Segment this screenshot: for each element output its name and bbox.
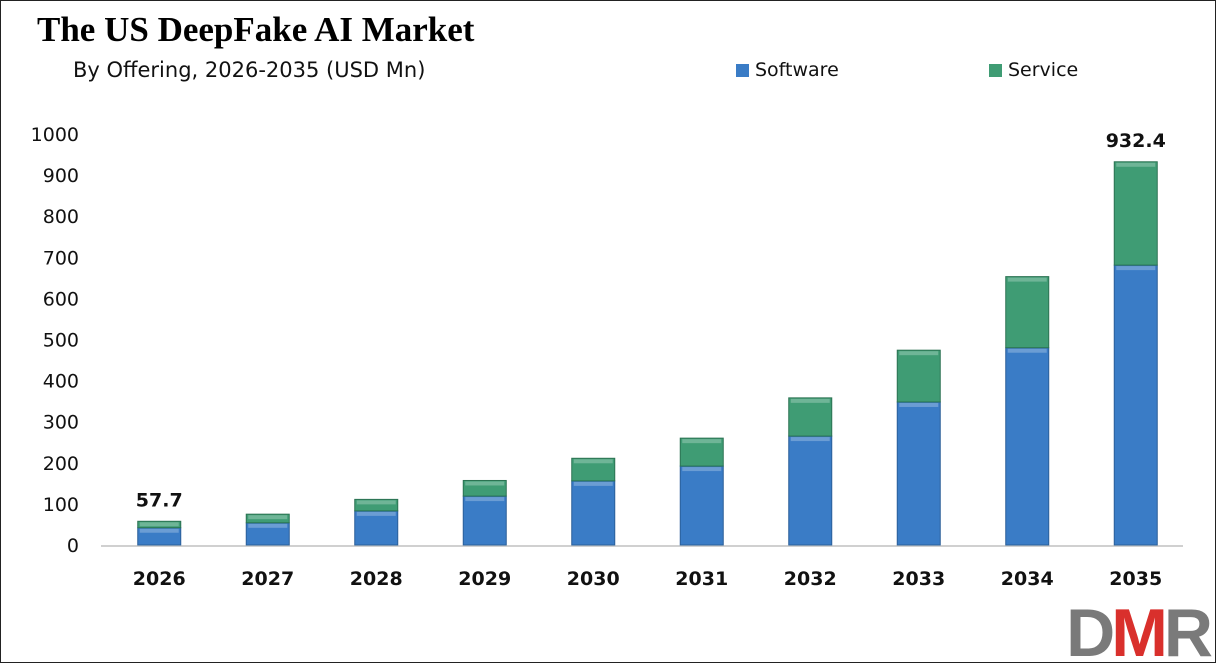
legend-service: Service [989,58,1078,82]
data-label: 57.7 [136,489,183,511]
bar-bevel-highlight [790,398,830,403]
bar-bevel-highlight [1116,162,1156,167]
bar-bevel-highlight [465,497,505,502]
bar-bevel-highlight [465,481,505,486]
bar-service-2030 [571,457,616,482]
bar-service-2028 [354,498,399,512]
bar-service-2035 [1113,161,1158,266]
x-tick-label: 2030 [567,568,620,590]
bar-bevel-highlight [899,351,939,356]
x-tick-label: 2027 [241,568,294,590]
bar-bevel-highlight [1116,266,1156,271]
legend-swatch-software [736,63,749,77]
bar-software-2035 [1113,264,1158,546]
y-tick-label: 900 [43,165,79,187]
bar-bevel-highlight [356,500,396,505]
bar-bevel-highlight [1007,277,1047,282]
bar-software-2032 [788,435,833,546]
legend-software: Software [736,58,839,82]
bar-bevel-highlight [139,522,179,527]
bar-software-2031 [679,465,724,546]
y-tick-label: 400 [43,371,79,393]
x-tick-label: 2032 [784,568,837,590]
bar-software-2034 [1005,347,1050,546]
bar-software-2028 [354,510,399,546]
y-tick-label: 700 [43,247,79,269]
bar-service-2026 [137,520,182,529]
bar-service-2029 [462,479,507,497]
bar-software-2029 [462,495,507,546]
x-tick-label: 2033 [892,568,945,590]
x-tick-label: 2035 [1109,568,1162,590]
bar-bevel-highlight [573,459,613,464]
legend-swatch-service [989,63,1002,77]
bar-service-2031 [679,437,724,467]
y-tick-label: 1000 [31,124,79,146]
bar-bevel-highlight [139,528,179,533]
y-tick-label: 500 [43,330,79,352]
logo-letter: M [1111,595,1168,663]
bar-bevel-highlight [790,437,830,442]
chart-subtitle: By Offering, 2026-2035 (USD Mn) [73,58,426,82]
bar-service-2033 [896,349,941,403]
x-tick-label: 2028 [350,568,403,590]
y-tick-label: 300 [43,412,79,434]
y-tick-label: 0 [67,535,79,557]
y-tick-label: 600 [43,288,79,310]
chart-title: The US DeepFake AI Market [37,10,475,49]
bar-bevel-highlight [356,511,396,516]
dmr-logo: DMR [1066,599,1213,662]
logo-letter: D [1066,595,1115,663]
bar-service-2034 [1005,276,1050,349]
bar-bevel-highlight [682,467,722,472]
bar-bevel-highlight [1007,348,1047,353]
x-tick-label: 2026 [133,568,186,590]
bar-service-2027 [245,513,290,524]
bar-bevel-highlight [248,523,288,528]
bar-bevel-highlight [682,439,722,444]
y-tick-label: 100 [43,494,79,516]
y-tick-label: 200 [43,453,79,475]
data-label: 932.4 [1106,130,1166,152]
x-tick-label: 2034 [1001,568,1054,590]
bar-bevel-highlight [899,402,939,407]
bar-software-2033 [896,401,941,546]
bar-bevel-highlight [573,481,613,486]
bar-service-2032 [788,397,833,437]
y-tick-label: 800 [43,206,79,228]
x-tick-label: 2029 [458,568,511,590]
logo-letter: R [1163,595,1213,663]
bar-software-2030 [571,480,616,546]
legend-label: Software [755,59,839,81]
legend-label: Service [1008,59,1079,81]
bar-bevel-highlight [248,515,288,520]
x-tick-label: 2031 [675,568,728,590]
